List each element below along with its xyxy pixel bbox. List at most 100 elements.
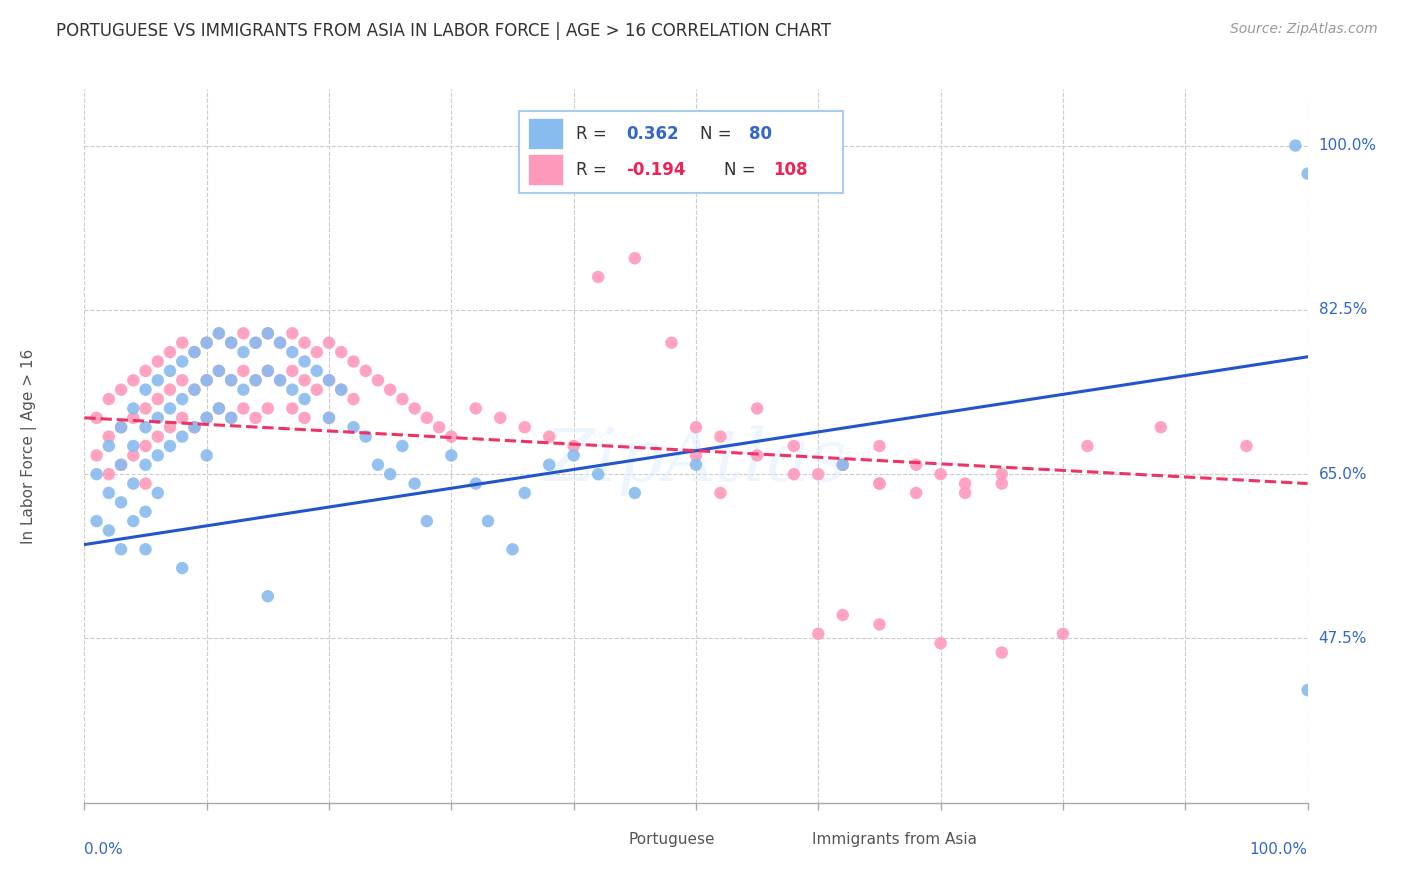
Point [122, 449, 145, 463]
Point [318, 410, 340, 425]
Point [342, 420, 364, 434]
Point [929, 636, 952, 650]
Point [219, 373, 242, 387]
Point [208, 364, 231, 378]
Text: Portuguese: Portuguese [628, 832, 716, 847]
Point [110, 458, 132, 472]
Point [391, 439, 413, 453]
Point [183, 420, 205, 434]
Text: In Labor Force | Age > 16: In Labor Force | Age > 16 [21, 349, 38, 543]
Point [195, 335, 218, 350]
Point [257, 589, 280, 603]
Point [86, 467, 108, 482]
Point [245, 373, 267, 387]
Point [195, 449, 218, 463]
Point [146, 486, 169, 500]
Text: 0.0%: 0.0% [84, 842, 124, 857]
Point [183, 383, 205, 397]
Point [905, 486, 928, 500]
Point [135, 505, 157, 519]
Point [281, 383, 304, 397]
Point [159, 364, 181, 378]
Point [146, 449, 169, 463]
Text: 65.0%: 65.0% [1319, 467, 1367, 482]
Point [97, 524, 120, 538]
Point [172, 429, 194, 443]
Point [159, 401, 181, 416]
Text: 100.0%: 100.0% [1250, 842, 1308, 857]
Point [135, 364, 157, 378]
Point [183, 383, 205, 397]
Point [747, 449, 769, 463]
Point [294, 335, 316, 350]
Text: R =: R = [576, 161, 612, 178]
Point [97, 439, 120, 453]
Text: 80: 80 [748, 125, 772, 143]
Point [172, 392, 194, 406]
Point [281, 401, 304, 416]
Text: R =: R = [576, 125, 612, 143]
Point [135, 439, 157, 453]
Point [219, 373, 242, 387]
Point [232, 401, 254, 416]
Point [380, 467, 402, 482]
Point [86, 514, 108, 528]
Point [513, 420, 536, 434]
Point [135, 542, 157, 557]
Point [97, 392, 120, 406]
Point [624, 486, 647, 500]
Point [318, 410, 340, 425]
Point [624, 251, 647, 265]
Point [219, 335, 242, 350]
Point [807, 627, 830, 641]
Point [1284, 138, 1306, 153]
Text: 0.362: 0.362 [626, 125, 679, 143]
Point [685, 420, 707, 434]
Point [464, 476, 486, 491]
Point [342, 354, 364, 368]
Point [990, 476, 1012, 491]
Point [318, 335, 340, 350]
Point [122, 410, 145, 425]
Point [97, 429, 120, 443]
Text: N =: N = [724, 161, 761, 178]
Point [269, 373, 291, 387]
Point [990, 467, 1012, 482]
Point [586, 467, 609, 482]
Point [831, 458, 853, 472]
Point [135, 476, 157, 491]
Point [219, 410, 242, 425]
Point [135, 401, 157, 416]
Point [367, 458, 389, 472]
Point [305, 345, 328, 359]
Point [354, 429, 377, 443]
Point [269, 335, 291, 350]
Point [367, 373, 389, 387]
Point [135, 383, 157, 397]
Point [195, 373, 218, 387]
Point [990, 646, 1012, 660]
Point [1296, 167, 1319, 181]
Point [538, 429, 561, 443]
Point [1052, 627, 1074, 641]
Point [929, 467, 952, 482]
Point [440, 429, 463, 443]
Point [110, 383, 132, 397]
Point [86, 410, 108, 425]
Point [440, 449, 463, 463]
Point [685, 458, 707, 472]
Text: Immigrants from Asia: Immigrants from Asia [813, 832, 977, 847]
Point [122, 439, 145, 453]
Point [195, 410, 218, 425]
Point [232, 383, 254, 397]
Point [183, 345, 205, 359]
Point [869, 476, 891, 491]
Point [330, 383, 353, 397]
Point [281, 326, 304, 341]
Text: PORTUGUESE VS IMMIGRANTS FROM ASIA IN LABOR FORCE | AGE > 16 CORRELATION CHART: PORTUGUESE VS IMMIGRANTS FROM ASIA IN LA… [56, 22, 831, 40]
Point [404, 476, 426, 491]
Point [245, 335, 267, 350]
Point [831, 458, 853, 472]
Point [562, 439, 585, 453]
Point [305, 383, 328, 397]
